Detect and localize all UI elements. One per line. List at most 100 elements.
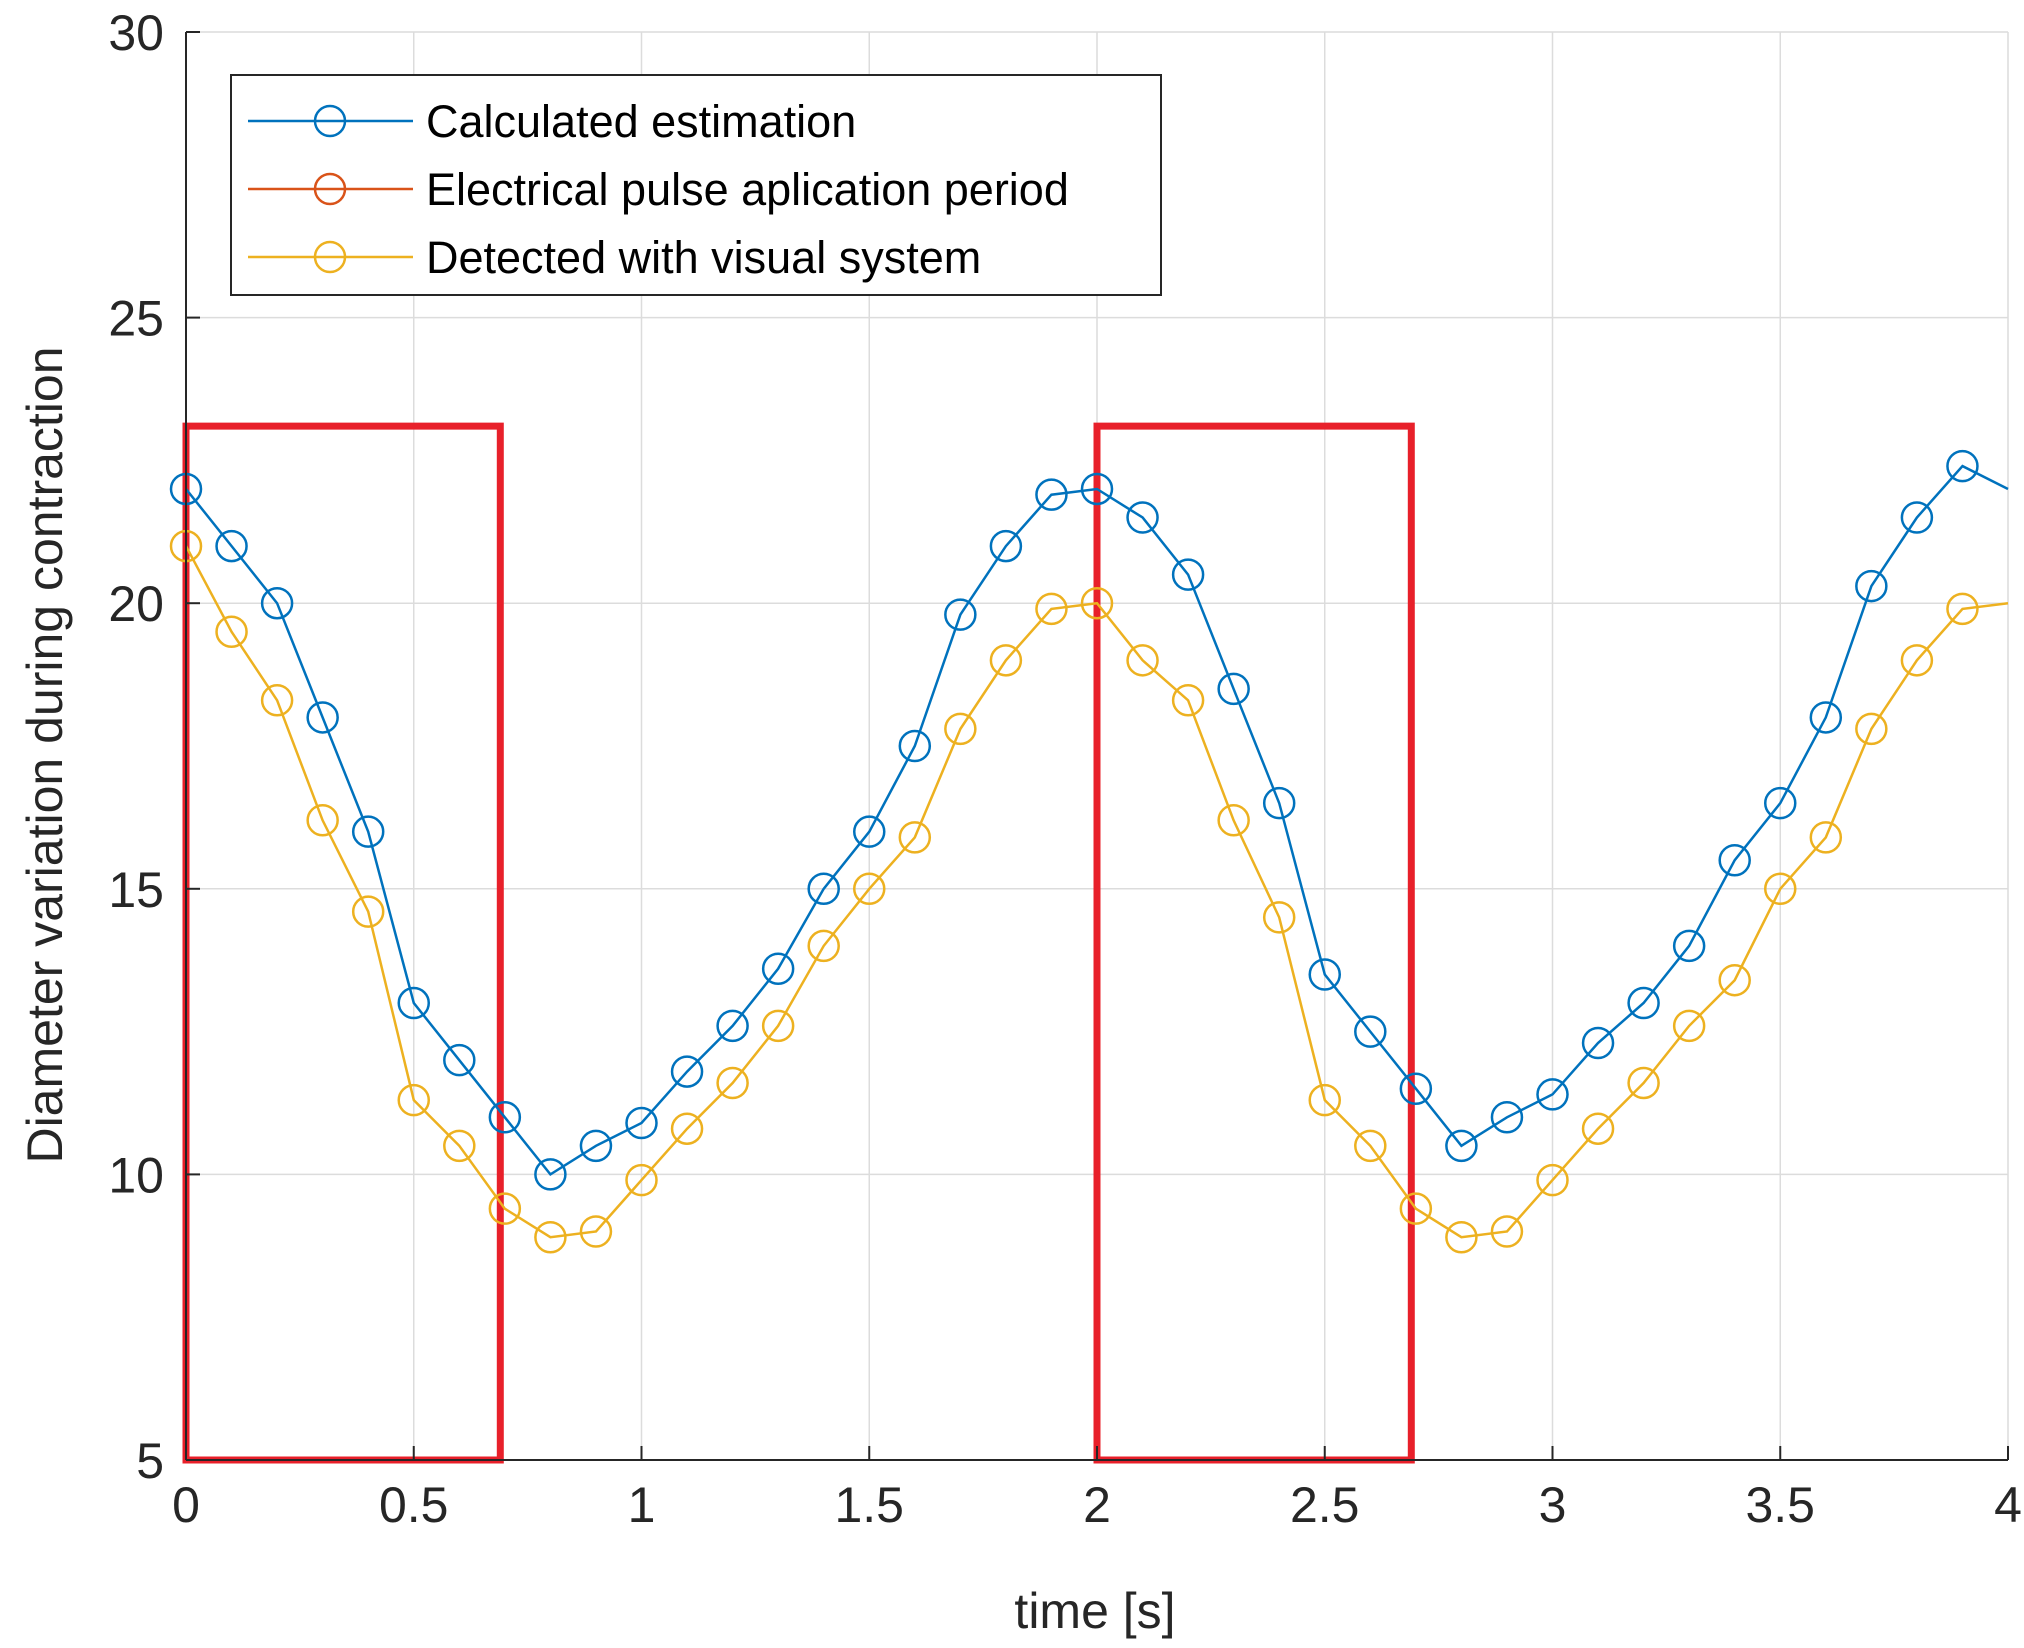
- y-tick-labels: 5 10 15 20 25 30: [108, 5, 164, 1489]
- x-tick-label: 2.5: [1290, 1477, 1360, 1533]
- legend-entry-electrical-pulse: Electrical pulse aplication period: [248, 164, 1069, 215]
- x-tick-label: 0: [172, 1477, 200, 1533]
- data-point-detected-with-visual-system: [397, 1083, 430, 1117]
- y-axis-title: Diameter variation during contraction: [17, 346, 73, 1163]
- data-point-detected-with-visual-system: [1126, 644, 1159, 677]
- data-point-calculated-estimation: [1354, 1015, 1387, 1048]
- data-point-detected-with-visual-system: [1718, 963, 1751, 997]
- data-point-detected-with-visual-system: [1262, 901, 1296, 934]
- series-line-calculated-estimation: [185, 464, 2009, 1177]
- legend-marker-detected-visual: [313, 240, 347, 274]
- data-point-calculated-estimation: [1490, 1101, 1524, 1134]
- series-line-detected-with-visual-system: [184, 545, 2009, 1239]
- x-tick-label: 0.5: [379, 1477, 449, 1533]
- x-tick-label: 1: [628, 1477, 656, 1533]
- legend-label-detected-visual: Detected with visual system: [426, 232, 981, 283]
- data-point-calculated-estimation: [1262, 786, 1296, 820]
- data-point-detected-with-visual-system: [443, 1129, 476, 1163]
- series-markers: [169, 449, 1979, 1254]
- data-point-calculated-estimation: [443, 1043, 476, 1077]
- data-point-calculated-estimation: [1445, 1129, 1478, 1163]
- data-point-calculated-estimation: [1627, 986, 1660, 1020]
- y-tick-label: 30: [108, 5, 164, 61]
- data-point-calculated-estimation: [1126, 501, 1159, 534]
- data-point-detected-with-visual-system: [1672, 1009, 1706, 1043]
- data-point-detected-with-visual-system: [1764, 872, 1797, 906]
- legend: Calculated estimation Electrical pulse a…: [230, 74, 1162, 296]
- data-point-detected-with-visual-system: [1080, 586, 1114, 620]
- data-point-detected-with-visual-system: [1581, 1112, 1615, 1145]
- x-tick-label: 4: [1994, 1477, 2022, 1533]
- data-point-detected-with-visual-system: [1900, 644, 1934, 677]
- data-point-calculated-estimation: [351, 815, 385, 848]
- y-tick-label: 25: [108, 291, 164, 347]
- axes: [185, 31, 2009, 1461]
- data-point-calculated-estimation: [488, 1101, 522, 1134]
- y-tick-label: 10: [108, 1147, 164, 1203]
- data-point-calculated-estimation: [579, 1129, 613, 1163]
- x-tick-label: 3.5: [1745, 1477, 1815, 1533]
- data-point-calculated-estimation: [989, 529, 1023, 563]
- data-point-calculated-estimation: [534, 1158, 567, 1191]
- legend-marker-electrical-pulse: [313, 172, 347, 206]
- x-tick-label: 2: [1083, 1477, 1111, 1533]
- data-point-calculated-estimation: [1035, 478, 1068, 511]
- legend-entry-calculated-estimation: Calculated estimation: [248, 96, 856, 147]
- legend-label-electrical-pulse: Electrical pulse aplication period: [426, 164, 1069, 215]
- data-point-detected-with-visual-system: [1809, 821, 1843, 854]
- data-point-calculated-estimation: [1581, 1026, 1615, 1060]
- data-point-detected-with-visual-system: [761, 1009, 795, 1043]
- x-tick-labels: 0 0.5 1 1.5 2 2.5 3 3.5 4: [172, 1477, 2022, 1533]
- legend-marker-calculated-estimation: [313, 104, 347, 138]
- data-point-detected-with-visual-system: [1354, 1129, 1387, 1163]
- data-point-detected-with-visual-system: [1308, 1083, 1341, 1117]
- x-axis-title: time [s]: [1014, 1583, 1175, 1639]
- data-point-detected-with-visual-system: [807, 929, 840, 963]
- x-tick-label: 1.5: [834, 1477, 904, 1533]
- data-point-calculated-estimation: [716, 1009, 749, 1043]
- data-point-calculated-estimation: [625, 1106, 658, 1140]
- x-tick-label: 3: [1539, 1477, 1567, 1533]
- data-point-calculated-estimation: [260, 586, 294, 620]
- series-lines: [184, 464, 2009, 1239]
- data-point-calculated-estimation: [1764, 786, 1797, 820]
- data-point-calculated-estimation: [397, 986, 430, 1020]
- data-point-detected-with-visual-system: [898, 821, 932, 854]
- data-point-detected-with-visual-system: [1399, 1192, 1433, 1225]
- data-point-detected-with-visual-system: [260, 684, 294, 717]
- data-point-calculated-estimation: [1946, 449, 1979, 483]
- data-point-detected-with-visual-system: [1946, 592, 1979, 626]
- y-tick-label: 15: [108, 862, 164, 918]
- data-point-detected-with-visual-system: [534, 1220, 567, 1254]
- data-point-calculated-estimation: [1809, 701, 1843, 734]
- data-point-detected-with-visual-system: [1217, 804, 1250, 837]
- y-tick-label: 5: [136, 1433, 164, 1489]
- data-point-calculated-estimation: [1080, 472, 1114, 506]
- data-point-calculated-estimation: [944, 598, 977, 631]
- data-point-calculated-estimation: [1536, 1078, 1569, 1111]
- data-point-detected-with-visual-system: [1536, 1163, 1569, 1197]
- data-point-calculated-estimation: [807, 872, 840, 906]
- data-point-detected-with-visual-system: [944, 712, 977, 746]
- data-point-detected-with-visual-system: [853, 872, 886, 906]
- data-point-calculated-estimation: [898, 729, 932, 763]
- data-point-calculated-estimation: [1718, 843, 1751, 877]
- data-point-detected-with-visual-system: [716, 1066, 749, 1100]
- data-point-detected-with-visual-system: [1035, 592, 1068, 626]
- data-point-calculated-estimation: [1171, 558, 1205, 591]
- data-point-calculated-estimation: [853, 815, 886, 848]
- data-point-detected-with-visual-system: [625, 1163, 658, 1197]
- data-point-calculated-estimation: [215, 529, 248, 563]
- data-point-detected-with-visual-system: [579, 1215, 613, 1248]
- data-point-detected-with-visual-system: [1445, 1220, 1478, 1254]
- data-point-calculated-estimation: [1672, 929, 1706, 963]
- data-point-calculated-estimation: [761, 952, 795, 986]
- data-point-calculated-estimation: [306, 701, 339, 734]
- data-point-detected-with-visual-system: [1855, 712, 1888, 746]
- data-point-calculated-estimation: [1308, 958, 1341, 991]
- data-point-calculated-estimation: [1855, 569, 1888, 603]
- data-point-calculated-estimation: [1399, 1072, 1433, 1105]
- data-point-detected-with-visual-system: [670, 1112, 704, 1145]
- data-point-detected-with-visual-system: [351, 895, 385, 928]
